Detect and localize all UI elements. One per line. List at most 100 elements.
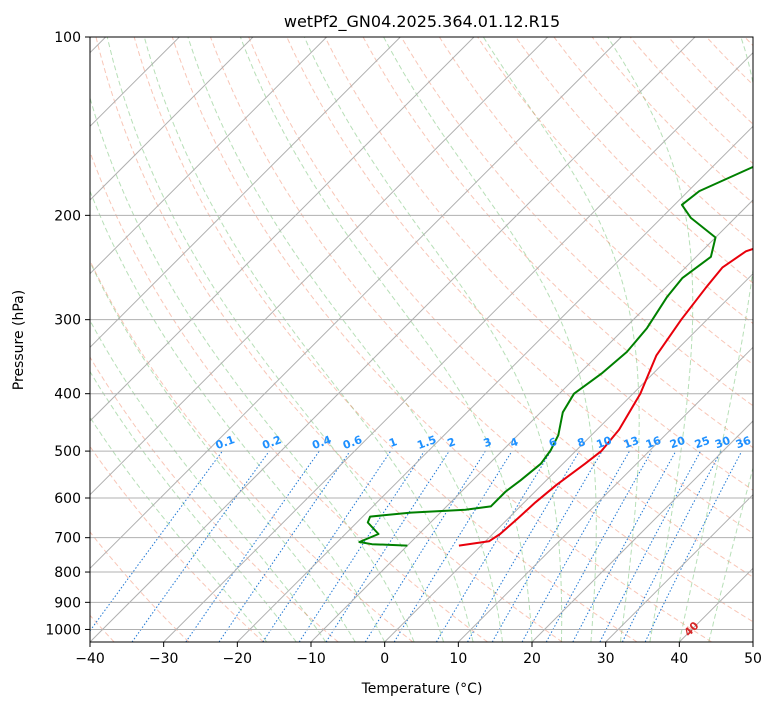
mixing-ratio-line [521,450,630,642]
y-tick-label: 300 [54,313,81,329]
dry-adiabat-line [90,259,414,642]
mixing-ratio-label: 0.2 [260,433,283,452]
mixing-ratio-line [131,450,270,642]
dry-adiabat-line [438,37,753,366]
y-tick-label: 1000 [45,622,81,638]
x-tick-label: 20 [523,651,541,667]
moist-adiabat-line [90,319,327,642]
isotherm-line [605,493,753,642]
moist-adiabats [90,37,753,642]
mixing-ratio-line [572,450,677,642]
mixing-ratio-label: 8 [576,435,588,450]
moist-adiabat-line [482,37,640,642]
isotherm-line [90,37,549,496]
isotherm-line [90,37,622,570]
mixing-ratio-label: 6 [547,435,559,450]
isotherm-line [90,37,475,422]
isotherm-line [90,37,696,642]
y-tick-label: 800 [54,565,81,581]
isotherm-line [457,346,753,642]
x-tick-label: 10 [449,651,467,667]
x-axis-ticks: −40 −30 −20 −10 0 10 20 30 40 50 [75,642,762,667]
x-tick-label: −40 [75,651,105,667]
mixing-ratio-label: 36 [734,434,753,452]
mixing-ratio-line [491,450,603,642]
moist-adiabat-line [678,37,753,642]
isotherm-line [90,37,401,349]
profile-series [358,165,753,547]
isotherm-line [310,199,753,642]
mixing-ratio-label: 30 [713,434,732,452]
mixing-ratio-line [298,450,425,642]
dry-adiabat-line [95,37,563,642]
y-tick-label: 200 [54,208,81,224]
x-tick-label: 40 [670,651,688,667]
isotherm-line [163,51,753,642]
y-axis-ticks: 100 200 300 400 500 600 700 800 900 1000 [45,30,90,638]
y-tick-label: 100 [54,30,81,46]
mixing-ratio-label: 4 [508,435,520,450]
isotherm-line [531,420,753,642]
dry-adiabat-line [90,531,190,642]
moist-adiabat-line [708,466,753,642]
moist-adiabat-line [106,37,445,642]
moist-adiabat-line [90,416,268,642]
x-tick-label: 50 [744,651,762,667]
y-tick-label: 500 [54,444,81,460]
x-tick-label: −20 [223,651,253,667]
dry-adiabat-line [591,37,753,204]
mixing-ratio-line [218,450,351,642]
mixing-ratio-line [185,450,320,642]
dry-adiabat-line [286,37,753,534]
x-tick-label: 0 [380,651,389,667]
mixing-ratio-line [393,450,513,642]
x-axis-label: Temperature (°C) [361,681,483,697]
dry-adiabat-line [210,37,753,623]
mixing-ratio-label: 0.4 [310,433,333,452]
profile-line [358,165,753,547]
mixing-ratio-line [621,450,722,642]
mixing-ratio-line [599,450,701,642]
y-tick-label: 600 [54,491,81,507]
moist-adiabat-line [607,37,694,642]
moist-adiabat-line [383,37,597,642]
y-axis-label: Pressure (hPa) [11,290,27,390]
dry-adiabat-line [553,37,753,244]
isotherm-line [236,125,753,642]
dry-adiabat-line [90,150,488,642]
mixing-ratio-label: 0.1 [214,433,237,452]
moist-adiabat-line [90,260,356,642]
dry-adiabat-line [324,37,753,491]
isobars [90,37,753,630]
moist-adiabat-line [187,37,503,642]
dry-adiabat-line [133,37,638,642]
moist-adiabat-line [239,37,533,642]
mixing-ratio-label: 20 [668,434,687,452]
moist-adiabat-line [90,189,386,642]
plot-area: -100-90-80-70-60-50-40-30-20-10010203040… [90,37,753,642]
mixing-ratio-line [325,450,450,642]
moist-adiabat-line [303,37,563,642]
mixing-ratio-label: 16 [644,434,663,452]
isotherm-line [90,37,328,275]
dry-adiabat-line [90,356,339,642]
mixing-ratio-label: 0.6 [341,433,364,452]
isotherm-line [90,37,254,201]
y-tick-label: 700 [54,531,81,547]
dry-adiabat-line [171,37,712,642]
moist-adiabat-line [143,37,474,642]
dry-adiabat-line [477,37,753,325]
x-tick-label: −10 [296,651,326,667]
mixing-ratio-label: 25 [693,434,712,451]
plot-frame [89,36,754,643]
mixing-ratio-line [364,450,486,642]
x-tick-label: −30 [149,651,179,667]
mixing-ratio-line [644,450,743,642]
y-tick-label: 900 [54,595,81,611]
mixing-ratio-label: 3 [482,435,494,450]
dry-adiabat-line [248,37,753,578]
isotherms [90,37,753,642]
mixing-ratio-label: 1 [387,435,399,450]
mixing-ratio-line [90,450,223,632]
